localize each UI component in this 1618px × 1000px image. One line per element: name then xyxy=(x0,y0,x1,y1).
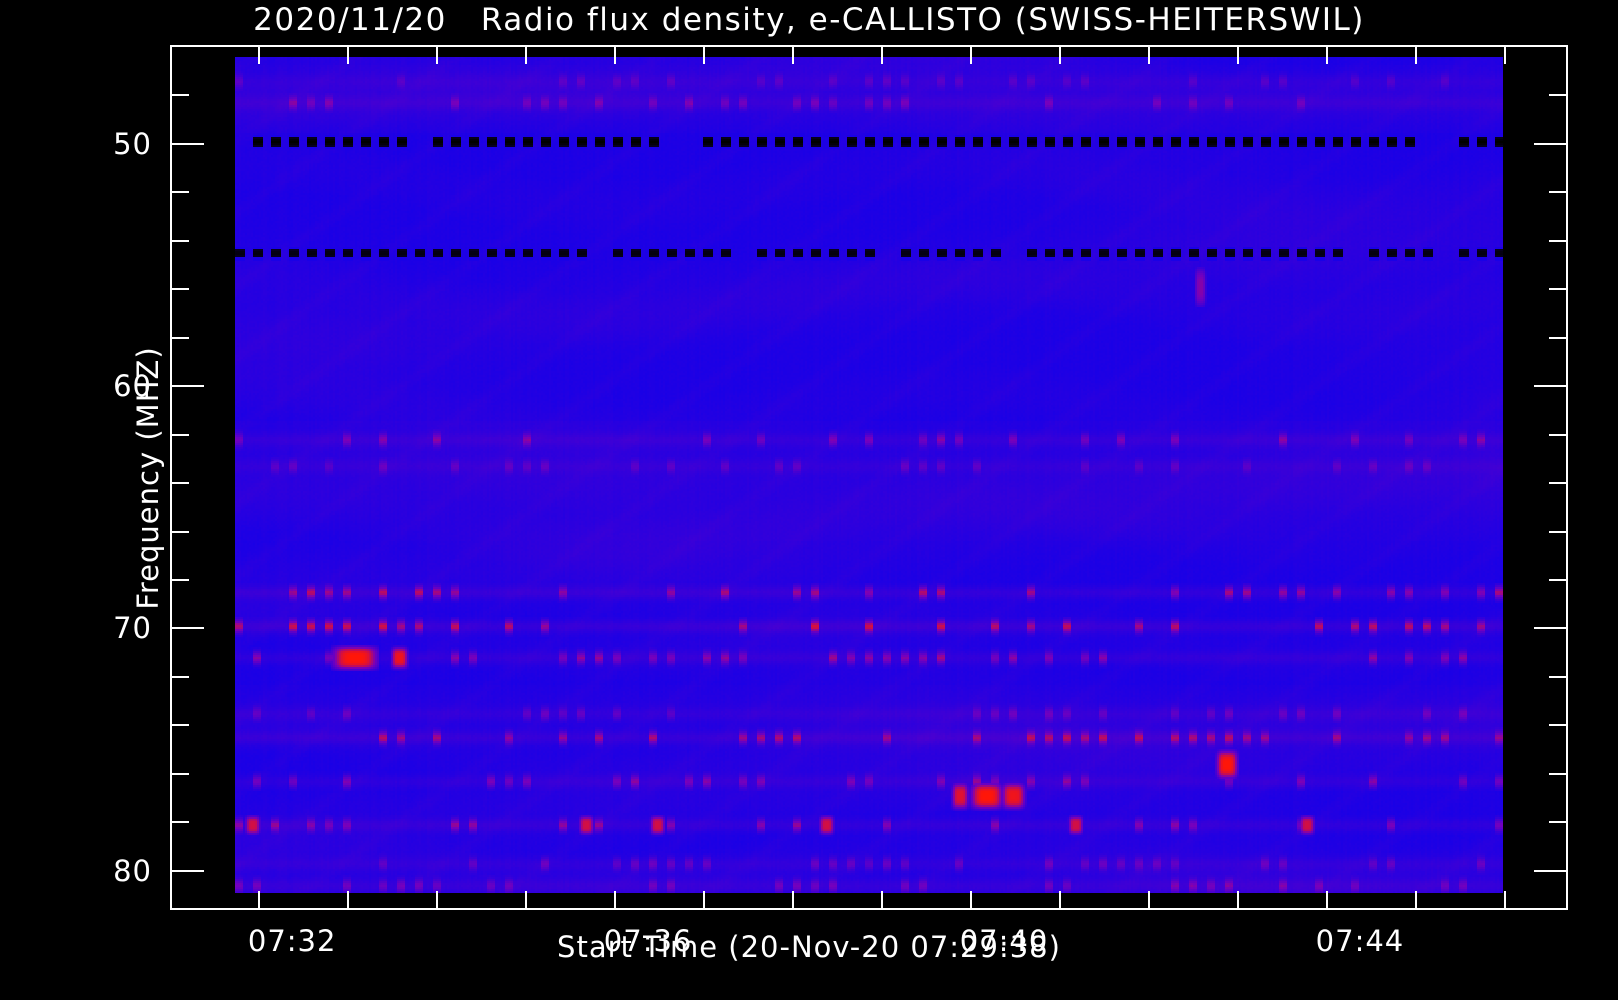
y-axis-minor-tick xyxy=(172,821,189,824)
x-axis-minor-tick xyxy=(258,891,261,908)
x-axis-minor-tick xyxy=(1415,891,1418,908)
y-axis-minor-tick xyxy=(172,578,189,581)
x-axis-minor-tick-top xyxy=(258,47,261,64)
y-axis-minor-tick-right xyxy=(1549,821,1566,824)
x-axis-minor-tick xyxy=(970,891,973,908)
page-title: 2020/11/20 Radio flux density, e-CALLIST… xyxy=(253,2,1365,38)
x-axis-minor-tick-top xyxy=(970,47,973,64)
x-axis-minor-tick xyxy=(1504,891,1506,908)
x-axis-minor-tick xyxy=(703,891,706,908)
x-axis-minor-tick xyxy=(881,891,884,908)
y-axis-minor-tick xyxy=(172,530,189,533)
plot-frame: Frequency (MHZ) 50 60 70 80 07:32 07:36 07:40… xyxy=(113,45,1568,958)
x-axis-minor-tick-top xyxy=(1504,47,1506,64)
x-axis-minor-tick-top xyxy=(347,47,350,64)
x-axis-title: Start Time (20-Nov-20 07:29:38) xyxy=(557,930,1061,964)
y-axis-minor-tick-right xyxy=(1549,482,1566,485)
y-axis-minor-tick-right xyxy=(1549,239,1566,242)
x-axis-minor-tick-top xyxy=(703,47,706,64)
x-axis-minor-tick xyxy=(347,891,350,908)
y-axis-minor-tick xyxy=(172,288,189,291)
x-axis-minor-tick-top xyxy=(1148,47,1151,64)
y-axis-major-tick xyxy=(172,385,204,388)
x-axis-minor-tick xyxy=(614,891,617,908)
x-axis-minor-tick-top xyxy=(881,47,884,64)
y-axis-major-tick-right xyxy=(1534,142,1566,145)
x-axis-minor-tick xyxy=(1326,891,1329,908)
y-axis-major-tick xyxy=(172,142,204,145)
y-axis-minor-tick xyxy=(172,772,189,775)
y-axis-minor-tick-right xyxy=(1549,578,1566,581)
y-axis-major-tick-right xyxy=(1534,627,1566,630)
x-axis-minor-tick-top xyxy=(525,47,528,64)
y-axis-minor-tick xyxy=(172,94,189,97)
x-axis-minor-tick-top xyxy=(436,47,439,64)
x-axis-minor-tick-top xyxy=(1237,47,1240,64)
x-axis-minor-tick xyxy=(525,891,528,908)
y-axis-minor-tick-right xyxy=(1549,94,1566,97)
y-axis-tick-label: 60 xyxy=(113,369,152,404)
x-axis-minor-tick-top xyxy=(1415,47,1418,64)
spectrogram-canvas xyxy=(235,57,1503,893)
y-axis-minor-tick xyxy=(172,191,189,194)
x-axis-tick-label: 07:40 xyxy=(959,924,1049,958)
x-axis-minor-tick xyxy=(436,891,439,908)
y-axis-major-tick-right xyxy=(1534,869,1566,872)
y-axis-major-tick xyxy=(172,869,204,872)
y-axis-minor-tick-right xyxy=(1549,336,1566,339)
x-axis-minor-tick-top xyxy=(614,47,617,64)
y-axis-minor-tick-right xyxy=(1549,288,1566,291)
x-axis-minor-tick xyxy=(792,891,795,908)
y-axis-minor-tick-right xyxy=(1549,191,1566,194)
y-axis-tick-label: 80 xyxy=(113,853,152,888)
y-axis-minor-tick xyxy=(172,239,189,242)
y-axis-minor-tick-right xyxy=(1549,675,1566,678)
y-axis-minor-tick xyxy=(172,336,189,339)
y-axis-minor-tick xyxy=(172,433,189,436)
y-axis-minor-tick xyxy=(172,724,189,727)
x-axis-minor-tick xyxy=(1237,891,1240,908)
y-axis-minor-tick xyxy=(172,675,189,678)
y-axis-major-tick-right xyxy=(1534,385,1566,388)
y-axis-minor-tick xyxy=(172,482,189,485)
y-axis-tick-label: 70 xyxy=(113,611,152,646)
x-axis-tick-label: 07:32 xyxy=(247,924,337,958)
y-axis-minor-tick-right xyxy=(1549,433,1566,436)
x-axis-tick-label: 07:44 xyxy=(1315,924,1405,958)
y-axis-minor-tick-right xyxy=(1549,772,1566,775)
y-axis-minor-tick-right xyxy=(1549,724,1566,727)
x-axis-minor-tick xyxy=(1148,891,1151,908)
x-axis-minor-tick-top xyxy=(1326,47,1329,64)
x-axis-minor-tick-top xyxy=(1059,47,1062,64)
y-axis-minor-tick-right xyxy=(1549,530,1566,533)
x-axis-minor-tick xyxy=(1059,891,1062,908)
y-axis-major-tick xyxy=(172,627,204,630)
y-axis-tick-label: 50 xyxy=(113,126,152,161)
x-axis-tick-label: 07:36 xyxy=(603,924,693,958)
x-axis-minor-tick-top xyxy=(792,47,795,64)
